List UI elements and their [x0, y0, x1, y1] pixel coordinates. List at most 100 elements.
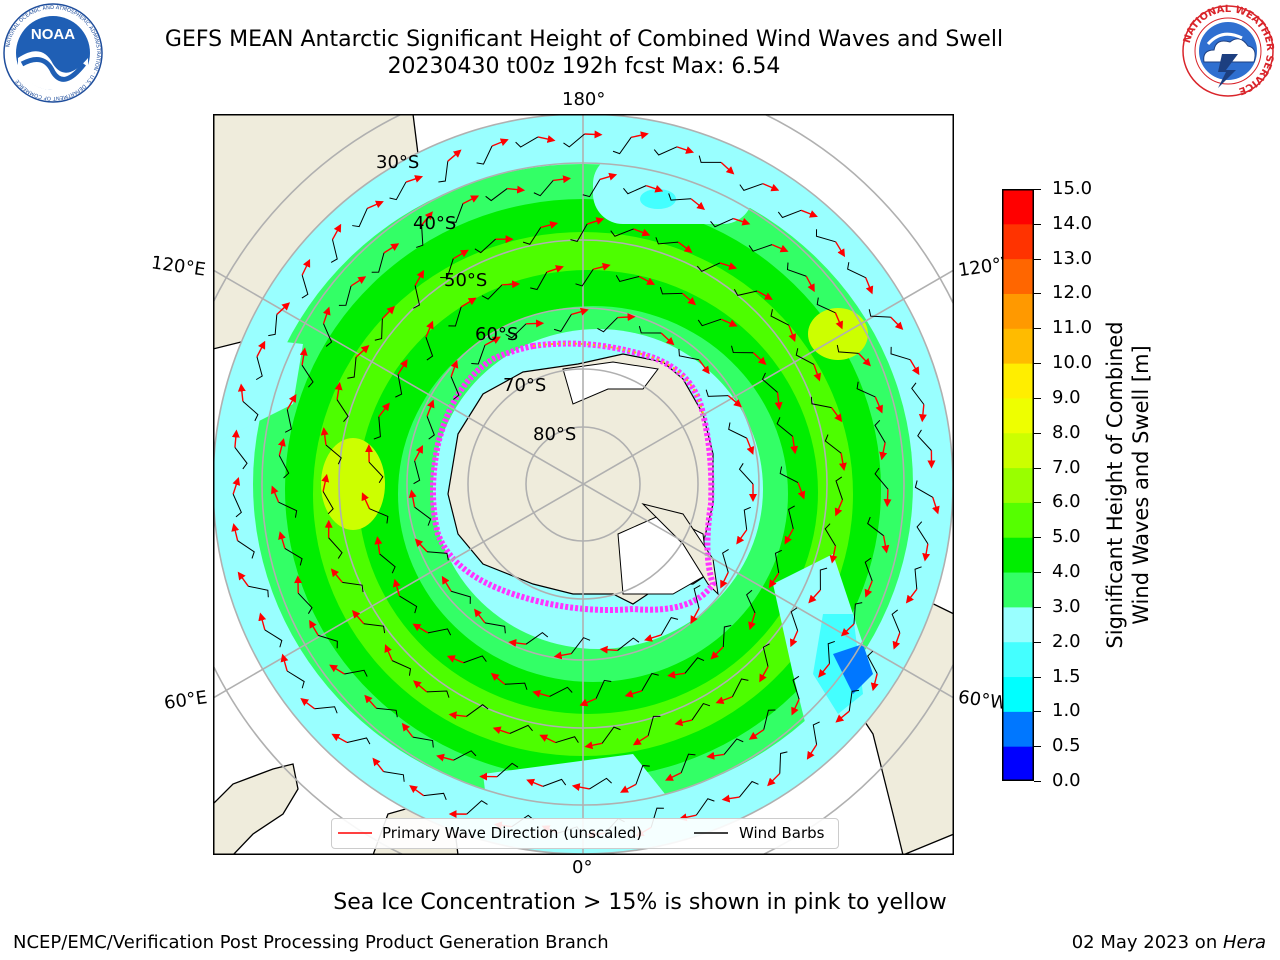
colorbar-bin: [1002, 572, 1034, 608]
wind-barb: [278, 455, 290, 479]
wind-barb: [448, 306, 462, 327]
wind-barb: [770, 309, 790, 326]
wave-direction-arrow: [401, 722, 414, 738]
wave-direction-arrow: [413, 680, 428, 693]
wave-direction-arrow: [331, 223, 342, 240]
colorbar-tick-label: 1.0: [1052, 700, 1081, 722]
wind-barb: [761, 372, 778, 393]
wind-barb: [722, 549, 729, 573]
wave-direction-arrow: [727, 395, 742, 408]
wave-direction-arrow: [231, 523, 240, 541]
wind-barb: [553, 314, 572, 332]
wave-direction-arrow: [507, 185, 526, 194]
wave-direction-arrow: [720, 318, 738, 327]
colorbar-bin: [1002, 641, 1034, 678]
chart-title: GEFS MEAN Antarctic Significant Height o…: [164, 27, 1004, 52]
wave-direction-arrow: [599, 172, 618, 181]
wind-barb: [344, 669, 368, 677]
wind-barb: [795, 348, 815, 365]
wave-direction-arrow: [736, 529, 748, 545]
wind-barb: [743, 506, 751, 530]
lat-label-50s: 50°S: [444, 270, 488, 291]
wave-direction-arrow: [502, 280, 521, 289]
colorbar-label: Significant Height of Combined Wind Wave…: [1102, 321, 1154, 648]
colorbar-tick-mark: [1034, 606, 1041, 608]
wave-direction-arrow: [232, 477, 241, 495]
wind-barb: [746, 589, 756, 614]
wave-direction-arrow: [752, 352, 767, 366]
wind-barb: [389, 181, 407, 201]
wave-direction-arrow: [412, 623, 429, 634]
wind-barb: [623, 185, 647, 195]
wind-barb: [911, 382, 925, 405]
wave-direction-arrow: [586, 217, 605, 225]
wave-direction-arrow: [890, 316, 904, 331]
wave-direction-arrow: [447, 149, 462, 162]
footer-date-text: 02 May 2023 on: [1071, 932, 1223, 953]
colorbar-tick-mark: [1034, 223, 1041, 225]
wave-direction-arrow: [490, 672, 506, 685]
colorbar-tick-mark: [1034, 641, 1041, 643]
wind-barb: [336, 399, 349, 422]
wave-and-wind-vectors: [231, 130, 940, 839]
wave-direction-arrow: [698, 359, 710, 375]
wind-barb: [812, 721, 820, 745]
wind-barb: [710, 218, 734, 228]
wave-direction-arrow: [681, 292, 697, 306]
colorbar: [1002, 189, 1034, 781]
wave-direction-arrow: [320, 427, 329, 446]
wave-direction-arrow: [638, 275, 656, 285]
wind-barb: [678, 348, 700, 361]
wave-direction-arrow: [231, 429, 240, 448]
wave-direction-arrow: [446, 655, 464, 664]
colorbar-tick-label: 0.0: [1052, 770, 1081, 791]
wind-barb: [427, 628, 452, 636]
wind-barb: [328, 537, 343, 559]
wind-barb: [810, 396, 832, 409]
wind-barb: [788, 505, 795, 529]
wave-direction-arrow: [800, 209, 818, 218]
colorbar-tick-mark: [1034, 676, 1041, 678]
wind-barb: [615, 275, 640, 283]
colorbar-tick-mark: [1034, 432, 1041, 434]
sea-ice-edge: [430, 340, 717, 613]
colorbar-tick-mark: [1034, 328, 1041, 330]
wave-direction-arrow: [690, 607, 700, 625]
wind-barb: [868, 309, 891, 318]
colorbar-tick-mark: [1034, 467, 1041, 469]
wave-direction-arrow: [372, 757, 385, 773]
sea-ice-caption: Sea Ice Concentration > 15% is shown in …: [333, 890, 947, 915]
colorbar-tick-label: 15.0: [1052, 178, 1093, 199]
wind-barb: [297, 592, 313, 614]
wind-barb: [733, 289, 758, 296]
wave-direction-arrow: [237, 383, 246, 402]
wind-barb: [890, 346, 911, 361]
wind-barb: [242, 400, 259, 422]
wind-barb: [368, 461, 384, 483]
wind-barb: [595, 679, 612, 699]
lat-label-80s: 80°S: [533, 424, 577, 445]
wind-barb: [322, 491, 334, 515]
colorbar-tick-label: 3.0: [1052, 595, 1081, 617]
wind-barb: [697, 318, 722, 327]
lon-label-180: 180°: [562, 89, 606, 110]
colorbar-tick-mark: [1034, 537, 1041, 539]
wind-barb: [691, 702, 711, 721]
wave-direction-arrow: [768, 572, 780, 589]
wave-direction-arrow: [838, 453, 847, 471]
wave-direction-arrow: [720, 572, 729, 589]
colorbar-bin: [1002, 432, 1034, 469]
wind-barb: [392, 660, 412, 676]
wind-barb: [395, 374, 403, 398]
wind-barb: [346, 737, 371, 745]
wave-direction-arrow: [632, 735, 649, 746]
wind-barb: [373, 416, 381, 440]
wind-barb: [255, 356, 263, 381]
wave-direction-arrow: [299, 347, 308, 366]
wave-direction-arrow: [756, 290, 773, 300]
colorbar-bin: [1002, 502, 1034, 538]
wave-direction-arrow: [892, 632, 901, 650]
wind-barb: [284, 548, 303, 566]
wind-barb: [438, 161, 449, 183]
colorbar-tick-label: 6.0: [1052, 491, 1081, 513]
